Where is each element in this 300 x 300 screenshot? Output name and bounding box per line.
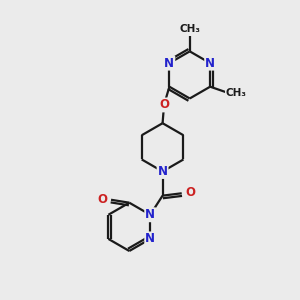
Text: CH₃: CH₃ [226,88,247,98]
Text: N: N [158,165,168,178]
Text: CH₃: CH₃ [179,24,200,34]
Text: O: O [185,186,195,199]
Text: O: O [98,193,108,206]
Text: N: N [145,232,155,245]
Text: N: N [164,57,174,70]
Text: O: O [159,98,169,111]
Text: N: N [205,57,215,70]
Text: N: N [145,208,155,221]
